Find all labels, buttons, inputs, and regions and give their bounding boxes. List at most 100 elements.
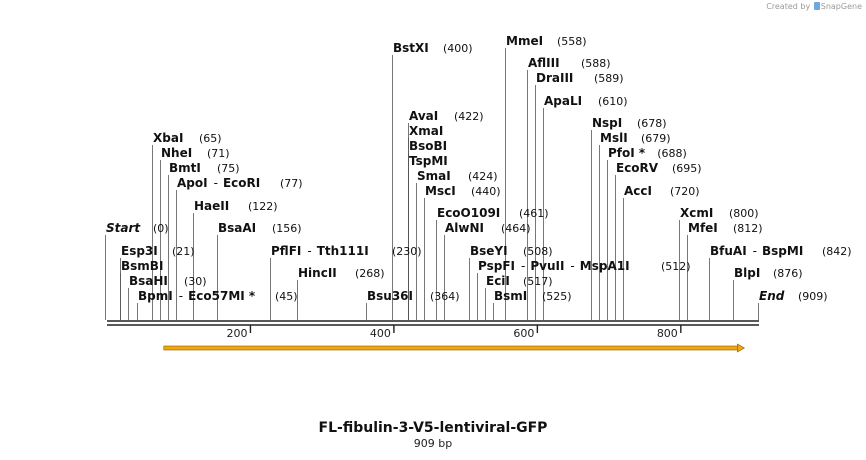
site-name-xbai[interactable]: XbaI <box>153 131 183 145</box>
site-name-bsmi[interactable]: BsmI <box>494 289 527 303</box>
site-name-bsmbi[interactable]: BsmBI <box>121 259 163 273</box>
site-draiii[interactable]: DraIII (589) <box>536 71 624 85</box>
site-name-pfoi[interactable]: PfoI * <box>608 146 646 160</box>
site-position-xcmi: (800) <box>729 207 759 220</box>
site-bsahi[interactable]: BsaHI (30) <box>129 274 207 288</box>
site-name-mfei[interactable]: MfeI <box>688 221 718 235</box>
site-name-apali[interactable]: ApaLI <box>544 94 582 108</box>
site-name-alwni[interactable]: AlwNI <box>445 221 484 235</box>
site-name-afliii[interactable]: AflIII <box>528 56 560 70</box>
site-end[interactable]: End (909) <box>759 289 828 303</box>
site-mfei[interactable]: MfeI (812) <box>688 221 763 235</box>
site-name-end[interactable]: End <box>759 289 785 303</box>
site-name-bspmi[interactable]: BspMI <box>762 244 803 258</box>
site-pflfi[interactable]: PflFI - Tth111I (230) <box>271 244 422 258</box>
site-pfoi[interactable]: PfoI * (688) <box>608 146 687 160</box>
site-bstxi[interactable]: BstXI (400) <box>393 41 473 55</box>
site-acci[interactable]: AccI (720) <box>624 184 700 198</box>
site-name-pflfi[interactable]: PflFI <box>271 244 301 258</box>
site-alwni[interactable]: AlwNI (464) <box>445 221 531 235</box>
site-msli[interactable]: MslI (679) <box>600 131 671 145</box>
site-name-pvuii[interactable]: PvuII <box>530 259 564 273</box>
site-bseyi[interactable]: BseYI (508) <box>470 244 553 258</box>
site-name-bfuai[interactable]: BfuAI <box>710 244 747 258</box>
site-separator: - <box>307 244 311 258</box>
site-name-nhei[interactable]: NheI <box>161 146 192 160</box>
site-name-msli[interactable]: MslI <box>600 131 628 145</box>
site-name-ecori[interactable]: EcoRI <box>223 176 260 190</box>
site-name-pspfi[interactable]: PspFI <box>478 259 515 273</box>
site-pspfi[interactable]: PspFI - PvuII - MspA1I (512) <box>478 259 691 273</box>
ruler-tick-label: 200 <box>226 327 247 340</box>
site-name-bstxi[interactable]: BstXI <box>393 41 429 55</box>
site-xbai[interactable]: XbaI (65) <box>153 131 222 145</box>
site-hincii[interactable]: HincII (268) <box>298 266 385 280</box>
site-haeii[interactable]: HaeII (122) <box>194 199 278 213</box>
site-tspmi[interactable]: TspMI <box>409 154 448 168</box>
site-name-ecorv[interactable]: EcoRV <box>616 161 659 175</box>
site-name-blpi[interactable]: BlpI <box>734 266 760 280</box>
site-name-eco57mi[interactable]: Eco57MI * <box>188 289 256 303</box>
site-esp3i[interactable]: Esp3I (21) <box>121 244 195 258</box>
site-bsmbi[interactable]: BsmBI <box>121 259 163 273</box>
site-bfuai[interactable]: BfuAI - BspMI (842) <box>710 244 852 258</box>
site-nspi[interactable]: NspI (678) <box>592 116 667 130</box>
site-bsaai[interactable]: BsaAI (156) <box>218 221 302 235</box>
feature-gfp-arrowhead[interactable] <box>737 343 745 353</box>
site-name-nspi[interactable]: NspI <box>592 116 622 130</box>
site-mmei[interactable]: MmeI (558) <box>506 34 587 48</box>
site-name-hincii[interactable]: HincII <box>298 266 337 280</box>
site-name-esp3i[interactable]: Esp3I <box>121 244 158 258</box>
site-bmti[interactable]: BmtI (75) <box>169 161 240 175</box>
site-name-bsu36i[interactable]: Bsu36I <box>367 289 413 303</box>
site-name-smai[interactable]: SmaI <box>417 169 451 183</box>
site-bpmi[interactable]: BpmI - Eco57MI * (45) <box>138 289 298 303</box>
site-position-start: (0) <box>153 222 169 235</box>
site-name-bmti[interactable]: BmtI <box>169 161 201 175</box>
site-ecii[interactable]: EciI (517) <box>486 274 553 288</box>
site-afliii[interactable]: AflIII (588) <box>528 56 611 70</box>
site-name-bpmi[interactable]: BpmI <box>138 289 173 303</box>
site-ecorv[interactable]: EcoRV (695) <box>616 161 702 175</box>
site-blpi[interactable]: BlpI (876) <box>734 266 803 280</box>
site-name-mspa1i[interactable]: MspA1I <box>580 259 630 273</box>
site-xmai[interactable]: XmaI <box>409 124 443 138</box>
site-name-tth111i[interactable]: Tth111I <box>317 244 369 258</box>
site-name-mmei[interactable]: MmeI <box>506 34 543 48</box>
site-name-start[interactable]: Start <box>106 221 141 235</box>
feature-gfp-bar[interactable] <box>163 345 739 351</box>
site-xcmi[interactable]: XcmI (800) <box>680 206 759 220</box>
site-name-apoi[interactable]: ApoI <box>177 176 208 190</box>
site-name-ecoo109i[interactable]: EcoO109I <box>437 206 500 220</box>
site-ecoo109i[interactable]: EcoO109I (461) <box>437 206 549 220</box>
site-name-haeii[interactable]: HaeII <box>194 199 229 213</box>
site-name-bseyi[interactable]: BseYI <box>470 244 508 258</box>
ruler-tick-label: 400 <box>370 327 391 340</box>
site-name-xcmi[interactable]: XcmI <box>680 206 713 220</box>
site-name-draiii[interactable]: DraIII <box>536 71 573 85</box>
site-name-acci[interactable]: AccI <box>624 184 652 198</box>
site-nhei[interactable]: NheI (71) <box>161 146 230 160</box>
site-apali[interactable]: ApaLI (610) <box>544 94 628 108</box>
site-msci[interactable]: MscI (440) <box>425 184 501 198</box>
site-position-msli: (679) <box>641 132 671 145</box>
site-smai[interactable]: SmaI (424) <box>417 169 498 183</box>
site-position-bsahi: (30) <box>184 275 207 288</box>
site-bsu36i[interactable]: Bsu36I (364) <box>367 289 460 303</box>
site-bsmi[interactable]: BsmI (525) <box>494 289 572 303</box>
site-position-bsu36i: (364) <box>430 290 460 303</box>
site-name-avai[interactable]: AvaI <box>409 109 438 123</box>
site-position-bfuai: (842) <box>822 245 852 258</box>
site-name-xmai[interactable]: XmaI <box>409 124 443 138</box>
snapgene-watermark: Created by SnapGene <box>766 2 862 11</box>
site-apoi[interactable]: ApoI - EcoRI (77) <box>177 176 303 190</box>
site-name-ecii[interactable]: EciI <box>486 274 510 288</box>
site-start[interactable]: Start (0) <box>106 221 169 235</box>
site-name-tspmi[interactable]: TspMI <box>409 154 448 168</box>
site-name-msci[interactable]: MscI <box>425 184 456 198</box>
site-avai[interactable]: AvaI (422) <box>409 109 484 123</box>
site-bsobi[interactable]: BsoBI <box>409 139 447 153</box>
site-name-bsobi[interactable]: BsoBI <box>409 139 447 153</box>
site-name-bsaai[interactable]: BsaAI <box>218 221 256 235</box>
site-name-bsahi[interactable]: BsaHI <box>129 274 168 288</box>
